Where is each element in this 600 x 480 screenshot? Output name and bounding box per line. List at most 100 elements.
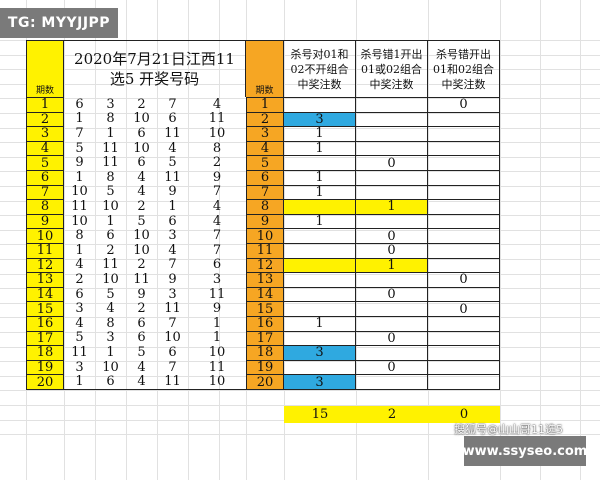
- draw-number: 2: [75, 271, 84, 287]
- draw-number: 9: [212, 301, 222, 317]
- stat-2-cell: [356, 316, 428, 331]
- stat-3-cell: [428, 257, 500, 273]
- draw-number: 10: [164, 330, 181, 346]
- draw-number: 2: [137, 301, 146, 317]
- draw-number: 2: [137, 257, 146, 273]
- stat-2-cell: 0: [356, 359, 428, 375]
- stat-1-cell: [284, 257, 356, 273]
- period-cell-right: 14: [246, 286, 284, 302]
- draw-number: 11: [208, 111, 226, 127]
- draw-number: 10: [71, 213, 88, 229]
- draw-number: 7: [212, 242, 222, 258]
- stat-1-cell: [284, 330, 356, 346]
- stat-3-cell: [428, 286, 500, 302]
- period-cell-right: 17: [246, 330, 284, 346]
- stat-3-cell: [428, 199, 500, 214]
- draw-number: 4: [212, 96, 222, 112]
- period-cell: 17: [26, 330, 64, 346]
- watermark-bottom-right: www.ssyseo.com: [463, 436, 587, 466]
- draw-number: 5: [106, 286, 115, 302]
- stat-1-cell: [284, 199, 356, 214]
- draw-number: 11: [164, 125, 181, 141]
- draw-number: 10: [133, 111, 150, 127]
- stat-3-cell: [428, 155, 500, 170]
- stat-1-cell: 1: [284, 213, 356, 229]
- draw-number: 8: [106, 111, 115, 127]
- draw-number: 10: [133, 228, 150, 244]
- period-cell: 11: [26, 243, 64, 258]
- draw-number: 2: [137, 96, 146, 112]
- draw-number: 4: [137, 359, 146, 375]
- draw-number: 6: [106, 228, 115, 244]
- stat-2-cell: [356, 301, 428, 316]
- stat-1-cell: 1: [284, 126, 356, 141]
- draw-number: 1: [75, 374, 84, 390]
- draw-number: 11: [164, 374, 181, 390]
- draw-number: 8: [106, 169, 115, 185]
- number-area-border: [63, 40, 64, 389]
- stat-2-cell: [356, 374, 428, 389]
- draw-number: 6: [137, 330, 146, 346]
- period-cell: 4: [26, 140, 64, 156]
- draw-number: 11: [164, 169, 181, 185]
- draw-number: 10: [208, 125, 226, 141]
- period-cell: 19: [26, 359, 64, 375]
- watermark-sohu: 搜狐号@山山哥11选5: [454, 423, 563, 436]
- stat-1-cell: 1: [284, 316, 356, 331]
- stat-1-cell: [284, 155, 356, 170]
- draw-number: 3: [106, 96, 115, 112]
- draw-number: 10: [102, 198, 119, 214]
- period-cell-right: 6: [246, 170, 284, 185]
- draw-number: 7: [168, 257, 177, 273]
- period-cell-right: 16: [246, 316, 284, 331]
- draw-number: 11: [208, 359, 226, 375]
- draw-number: 9: [75, 155, 84, 171]
- draw-number: 1: [212, 315, 222, 331]
- period-cell-right: 8: [246, 199, 284, 214]
- draw-number: 10: [71, 184, 88, 200]
- period-cell-right: 3: [246, 126, 284, 141]
- period-cell: 6: [26, 170, 64, 185]
- draw-number: 8: [75, 228, 84, 244]
- table-title: 2020年7月21日江西11选5 开奖号码: [64, 40, 246, 97]
- draw-number: 5: [75, 330, 84, 346]
- draw-number: 10: [102, 359, 119, 375]
- stat-header-3: 杀号错开出01和02组合中奖注数: [428, 40, 500, 97]
- period-cell-right: 10: [246, 228, 284, 244]
- draw-number: 11: [133, 271, 150, 287]
- stat-3-cell: [428, 374, 500, 389]
- stat-3-cell: [428, 359, 500, 375]
- stat-3-cell: [428, 170, 500, 185]
- draw-number: 5: [168, 155, 177, 171]
- period-cell-right: 4: [246, 140, 284, 156]
- stat-2-cell: 1: [356, 257, 428, 273]
- stat-2-cell: [356, 170, 428, 185]
- stat-3-cell: [428, 228, 500, 243]
- draw-number: 7: [212, 228, 222, 244]
- period-cell-right: 20: [246, 374, 284, 390]
- period-cell-right: 5: [246, 155, 284, 171]
- draw-number: 11: [102, 140, 119, 156]
- draw-number: 11: [164, 301, 181, 317]
- stat-1-cell: [284, 228, 356, 243]
- stat-3-cell: [428, 140, 500, 156]
- stat-3-cell: 0: [428, 97, 500, 112]
- draw-number: 4: [168, 242, 177, 258]
- draw-number: 6: [75, 96, 84, 112]
- period-cell: 7: [26, 184, 64, 200]
- stat-3-cell: 0: [428, 272, 500, 287]
- watermark-top-left: TG: MYYJJPP: [0, 8, 118, 38]
- period-cell: 13: [26, 272, 64, 287]
- period-cell: 18: [26, 345, 64, 360]
- draw-number: 5: [75, 140, 84, 156]
- draw-number: 10: [102, 271, 119, 287]
- draw-number: 11: [71, 344, 88, 360]
- draw-number: 9: [212, 169, 222, 185]
- draw-number: 11: [102, 155, 119, 171]
- stat-header-2: 杀号错1开出01或02组合中奖注数: [356, 40, 428, 97]
- period-cell-right: 9: [246, 213, 284, 229]
- stat-3-cell: [428, 111, 500, 127]
- stat-2-cell: [356, 97, 428, 112]
- draw-number: 6: [106, 374, 115, 390]
